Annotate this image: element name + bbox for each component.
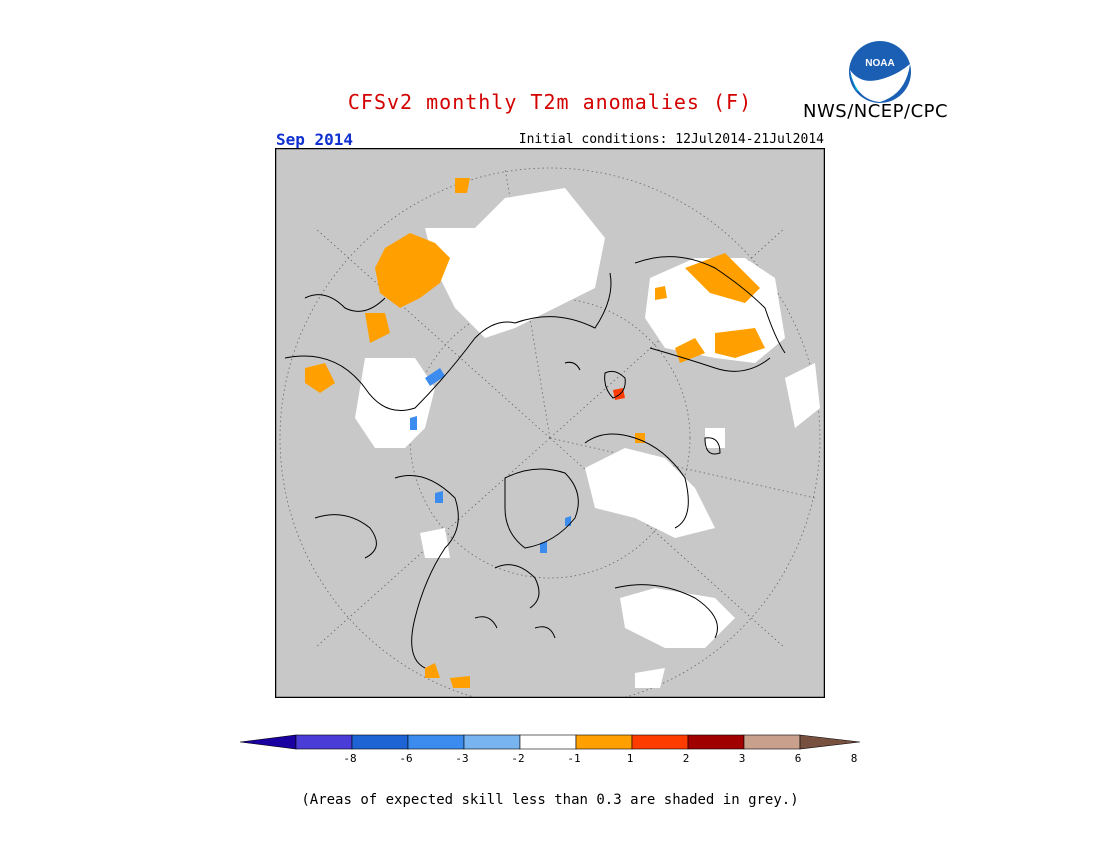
legend-tick-label: -3: [455, 752, 468, 765]
legend-swatch: [407, 734, 465, 750]
legend-tick-label: -8: [343, 752, 356, 765]
legend-tick-label: -1: [567, 752, 580, 765]
skill-footnote: (Areas of expected skill less than 0.3 a…: [301, 792, 799, 808]
legend-tick-label: -2: [511, 752, 524, 765]
legend-swatch: [295, 734, 353, 750]
legend-tick-label: 1: [627, 752, 634, 765]
noaa-logo-icon: NOAA: [849, 41, 911, 103]
legend-tick-label: 3: [739, 752, 746, 765]
legend-tick-label: 2: [683, 752, 690, 765]
legend-swatch: [687, 734, 745, 750]
initial-conditions: Initial conditions: 12Jul2014-21Jul2014: [518, 132, 824, 147]
coastlines: [284, 256, 786, 669]
legend-swatch: [351, 734, 409, 750]
anomaly-orange-regions: [305, 178, 765, 688]
map-border: [275, 148, 825, 698]
color-legend: -8 -6 -3 -2 -1 1 2 3 6 8: [240, 734, 860, 765]
legend-tick-label: 8: [851, 752, 858, 765]
legend-swatch: [631, 734, 689, 750]
chart-title: CFSv2 monthly T2m anomalies (F): [347, 90, 753, 114]
legend-swatch: [575, 734, 633, 750]
legend-swatch: [519, 734, 577, 750]
anomaly-blue-regions: [410, 368, 571, 553]
legend-swatch: [463, 734, 521, 750]
logo-text: NOAA: [865, 58, 894, 69]
legend-tick-label: 6: [795, 752, 802, 765]
legend-tick-label: -6: [399, 752, 412, 765]
forecast-month: Sep 2014: [276, 130, 354, 149]
agency-label: NWS/NCEP/CPC: [803, 101, 949, 122]
legend-swatch: [743, 734, 801, 750]
legend-arrow-high: [799, 734, 860, 750]
legend-arrow-low: [240, 734, 297, 750]
polar-map: [275, 148, 825, 698]
